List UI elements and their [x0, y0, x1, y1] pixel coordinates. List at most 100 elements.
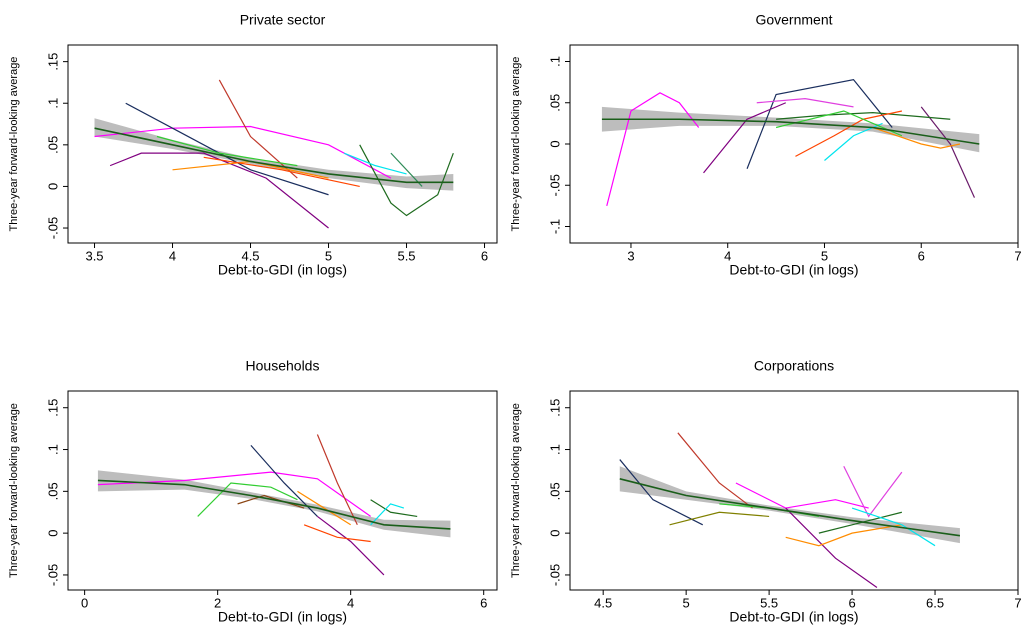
x-tick-label: 0 — [81, 595, 88, 610]
y-axis-label: Three-year forward-looking average — [8, 403, 20, 578]
x-tick-label: 5 — [821, 248, 828, 263]
plot-frame — [569, 390, 1019, 591]
country-line — [303, 524, 371, 543]
y-axis-label: Three-year forward-looking average — [510, 403, 522, 578]
y-tick-label: .05 — [45, 136, 60, 154]
country-line — [359, 144, 454, 217]
x-tick-label: 4.5 — [241, 248, 259, 263]
y-axis-label: Three-year forward-looking average — [510, 57, 522, 232]
confidence-band — [601, 106, 980, 153]
x-tick-label: 2 — [214, 595, 221, 610]
y-tick-label: -.1 — [547, 219, 562, 234]
x-tick-label: 6 — [848, 595, 855, 610]
x-tick-label: 3 — [627, 248, 634, 263]
panel-title: Households — [246, 358, 320, 374]
panel-title: Private sector — [240, 12, 326, 28]
country-line — [316, 434, 358, 526]
country-line — [843, 465, 903, 518]
y-tick-label: -.05 — [45, 564, 60, 586]
x-axis-label: Debt-to-GDI (in logs) — [729, 609, 858, 625]
panel: Government Debt-to-GDI (in logs) Three-yea… — [510, 12, 1022, 278]
country-line — [776, 112, 951, 120]
country-line — [785, 507, 878, 588]
y-tick-label: -.05 — [547, 174, 562, 196]
country-line — [237, 494, 305, 509]
panel-title: Government — [755, 12, 832, 28]
confidence-band — [94, 118, 454, 191]
panel-title: Corporations — [754, 358, 834, 374]
country-line — [703, 102, 787, 174]
country-line — [619, 459, 704, 526]
country-line — [317, 515, 385, 576]
country-line — [606, 92, 700, 207]
y-tick-label: .05 — [547, 482, 562, 500]
x-tick-label: 5.5 — [760, 595, 778, 610]
y-tick-label: .05 — [547, 94, 562, 112]
panel: Corporations Debt-to-GDI (in logs) Three-y… — [510, 358, 1022, 625]
fit-line — [94, 127, 454, 184]
x-tick-label: 6.5 — [926, 595, 944, 610]
country-line — [669, 511, 770, 526]
country-line — [390, 152, 423, 187]
country-line — [818, 511, 902, 534]
fit-line — [601, 118, 980, 145]
x-tick-label: 7 — [1014, 595, 1021, 610]
country-line — [125, 102, 329, 196]
y-tick-label: .15 — [547, 399, 562, 417]
country-line — [94, 125, 392, 179]
plot-frame — [67, 390, 498, 591]
country-line — [735, 482, 869, 509]
y-tick-label: .15 — [45, 399, 60, 417]
x-tick-label: 6 — [918, 248, 925, 263]
x-tick-label: 5.5 — [397, 248, 415, 263]
country-line — [343, 152, 407, 175]
country-line — [746, 78, 893, 169]
y-tick-label: 0 — [45, 183, 60, 190]
y-tick-label: 0 — [45, 530, 60, 537]
y-tick-label: .1 — [45, 98, 60, 109]
country-line — [218, 79, 298, 179]
country-line — [851, 507, 936, 547]
x-tick-label: 7 — [1014, 248, 1021, 263]
country-line — [97, 471, 371, 517]
y-tick-label: .1 — [547, 56, 562, 67]
y-tick-label: .1 — [547, 444, 562, 455]
y-tick-label: .1 — [45, 444, 60, 455]
x-tick-label: 6 — [480, 595, 487, 610]
fit-line — [97, 479, 451, 530]
panel: Private sector Debt-to-GDI (in logs) Three… — [8, 12, 498, 278]
x-tick-label: 4 — [724, 248, 731, 263]
y-tick-label: 0 — [547, 530, 562, 537]
y-tick-label: .05 — [45, 482, 60, 500]
y-axis-label: Three-year forward-looking average — [8, 57, 20, 232]
x-tick-label: 5 — [683, 595, 690, 610]
confidence-band — [97, 470, 451, 538]
country-line — [197, 482, 298, 517]
plot-frame — [67, 44, 498, 244]
country-line — [872, 126, 961, 149]
y-tick-label: 0 — [547, 140, 562, 147]
x-tick-label: 4 — [169, 248, 176, 263]
country-line — [109, 152, 329, 229]
confidence-band — [619, 466, 960, 544]
country-line — [677, 432, 753, 509]
x-tick-label: 4.5 — [594, 595, 612, 610]
country-line — [785, 524, 902, 547]
country-line — [156, 135, 298, 167]
country-line — [370, 503, 405, 526]
country-line — [203, 156, 360, 188]
x-axis-label: Debt-to-GDI (in logs) — [218, 609, 347, 625]
country-line — [756, 98, 854, 108]
fit-line — [619, 478, 961, 537]
panel: Households Debt-to-GDI (in logs) Three-yea… — [8, 358, 498, 625]
y-tick-label: .15 — [45, 53, 60, 71]
y-tick-label: -.05 — [547, 564, 562, 586]
x-tick-label: 5 — [325, 248, 332, 263]
country-line — [920, 106, 976, 198]
x-axis-label: Debt-to-GDI (in logs) — [218, 262, 347, 278]
x-axis-label: Debt-to-GDI (in logs) — [729, 262, 858, 278]
x-tick-label: 6 — [481, 248, 488, 263]
x-tick-label: 3.5 — [85, 248, 103, 263]
country-line — [297, 490, 351, 526]
